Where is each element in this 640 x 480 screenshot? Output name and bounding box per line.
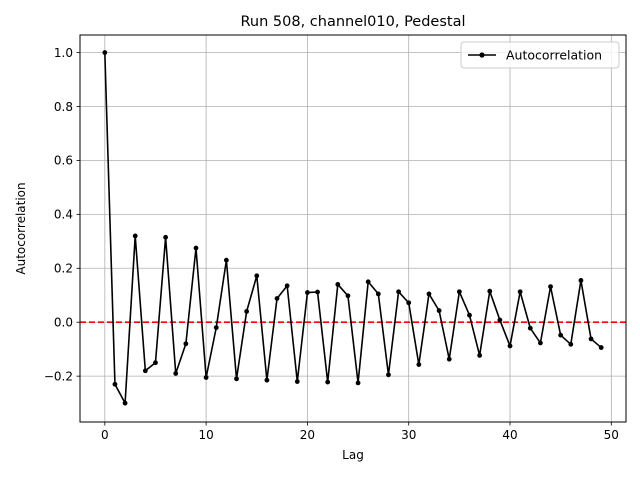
data-point xyxy=(568,341,574,347)
data-point xyxy=(578,278,584,283)
data-point xyxy=(315,289,320,295)
data-point xyxy=(517,289,523,295)
y-tick-label: −0.2 xyxy=(44,369,73,383)
data-point xyxy=(456,289,462,295)
data-point xyxy=(396,289,401,295)
data-point xyxy=(467,312,472,318)
x-tick-label: 20 xyxy=(300,428,315,442)
data-point xyxy=(558,332,564,338)
x-tick-label: 50 xyxy=(604,428,619,442)
data-point xyxy=(193,245,199,251)
data-point xyxy=(213,325,219,331)
data-point xyxy=(335,282,341,287)
x-tick-label: 0 xyxy=(101,428,109,442)
y-tick-label: 0.2 xyxy=(54,262,73,276)
data-point xyxy=(386,372,391,378)
data-point xyxy=(598,345,604,350)
legend-box xyxy=(460,41,620,69)
data-point xyxy=(497,317,503,323)
data-point xyxy=(264,377,270,383)
data-point xyxy=(183,341,189,347)
x-tick-label: 30 xyxy=(401,428,416,442)
data-point xyxy=(527,325,533,331)
legend-marker-sample xyxy=(479,52,485,58)
y-axis-title: Autocorrelation xyxy=(14,182,28,274)
y-tick-label: 1.0 xyxy=(54,46,73,60)
data-point xyxy=(153,360,158,366)
data-point xyxy=(254,273,260,279)
data-point xyxy=(112,381,118,387)
y-tick-label: 0.8 xyxy=(54,100,73,114)
y-tick-label: 0.4 xyxy=(54,208,73,222)
ticks: 0 10 20 30 40 50 −0.2 0.0 0.2 0.4 0.6 0.8 1.0 xyxy=(44,46,619,442)
data-point xyxy=(173,371,179,376)
data-point xyxy=(355,380,361,386)
data-point xyxy=(142,368,148,374)
data-point xyxy=(325,379,331,385)
legend-entry-label: Autocorrelation xyxy=(506,48,602,63)
chart-title: Run 508, channel010, Pedestal xyxy=(240,14,465,30)
data-point xyxy=(274,296,280,301)
data-point xyxy=(416,362,422,367)
data-point xyxy=(163,234,168,240)
data-point xyxy=(406,300,412,306)
data-point xyxy=(436,308,442,314)
legend: Autocorrelation xyxy=(460,41,620,69)
data-point xyxy=(102,50,108,55)
data-point xyxy=(375,291,381,297)
data-point xyxy=(345,293,351,299)
data-point xyxy=(477,352,483,358)
data-point xyxy=(548,284,553,290)
data-point xyxy=(507,343,513,349)
data-point xyxy=(284,283,290,289)
data-point xyxy=(294,379,300,384)
x-tick-label: 10 xyxy=(198,428,213,442)
data-point xyxy=(203,375,209,380)
x-tick-label: 40 xyxy=(502,428,517,442)
y-tick-label: 0.6 xyxy=(54,154,73,168)
data-point xyxy=(244,309,250,314)
data-point xyxy=(234,376,239,382)
data-point xyxy=(487,288,493,294)
data-point xyxy=(223,257,229,263)
series-line xyxy=(104,52,602,404)
data-point xyxy=(132,233,138,239)
y-tick-label: 0.0 xyxy=(54,316,73,330)
data-point xyxy=(426,291,432,297)
data-point xyxy=(305,290,310,295)
series-group xyxy=(102,50,604,406)
data-point xyxy=(588,336,594,342)
data-point xyxy=(446,356,452,362)
plot-frame xyxy=(79,34,627,423)
data-point xyxy=(365,279,371,285)
x-axis-title: Lag xyxy=(342,448,364,462)
data-point xyxy=(122,400,128,406)
data-point xyxy=(538,340,543,346)
